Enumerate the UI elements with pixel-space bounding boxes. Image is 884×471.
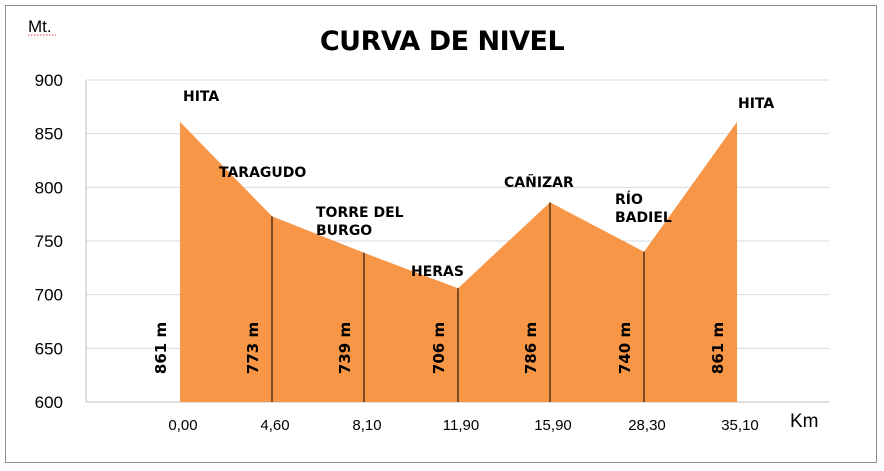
y-axis-label: Mt. [28, 17, 52, 36]
elevation-label: 773 m [244, 322, 262, 374]
place-label: TORRE DEL BURGO [316, 205, 404, 239]
y-tick-label: 700 [35, 286, 63, 305]
x-tick-label: 28,30 [628, 417, 666, 434]
elevation-label: 706 m [430, 322, 448, 374]
x-tick-label: 15,90 [534, 417, 572, 434]
x-tick-label: 8,10 [352, 417, 381, 434]
x-tick-label: 35,10 [721, 417, 759, 434]
chart-title: CURVA DE NIVEL [320, 26, 565, 57]
segment-separators [271, 202, 645, 402]
place-labels: HITA TARAGUDO TORRE DEL BURGO HERAS CAÑIZAR RÍ… [183, 89, 774, 280]
x-tick-label: 4,60 [260, 417, 289, 434]
x-axis-ticks: 0,00 4,60 8,10 11,90 15,90 28,30 35,10 [168, 417, 758, 434]
elevation-chart: 900 850 800 750 700 650 600 0,00 4,60 8,10 11,90 1… [28, 17, 829, 434]
chart-frame: 900 850 800 750 700 650 600 0,00 4,60 8,10 11,90 1… [5, 5, 877, 463]
elevation-label: 740 m [616, 322, 634, 374]
elevation-label: 739 m [336, 322, 354, 374]
y-tick-label: 650 [35, 339, 63, 358]
x-axis-label: Km [790, 411, 819, 432]
y-tick-label: 850 [35, 125, 63, 144]
elevation-labels: 861 m 773 m 739 m 706 m 786 m 740 m 861 m [152, 322, 727, 374]
place-label: RÍO BADIEL [615, 191, 672, 226]
place-label: HITA [738, 96, 774, 112]
x-tick-label: 11,90 [443, 417, 479, 434]
y-tick-label: 600 [35, 393, 63, 412]
y-tick-label: 750 [35, 232, 63, 251]
y-axis-ticks: 900 850 800 750 700 650 600 [35, 71, 63, 412]
elevation-area [180, 121, 737, 403]
y-tick-label: 900 [35, 71, 63, 90]
x-tick-label: 0,00 [168, 417, 197, 434]
elevation-area-fill [180, 121, 737, 403]
place-label: TARAGUDO [219, 165, 306, 181]
elevation-label: 786 m [522, 322, 540, 374]
y-tick-label: 800 [35, 178, 63, 197]
place-label: HITA [183, 89, 219, 105]
elevation-label: 861 m [152, 322, 170, 374]
place-label: HERAS [411, 264, 464, 280]
place-label: CAÑIZAR [504, 174, 574, 191]
elevation-label: 861 m [709, 322, 727, 374]
